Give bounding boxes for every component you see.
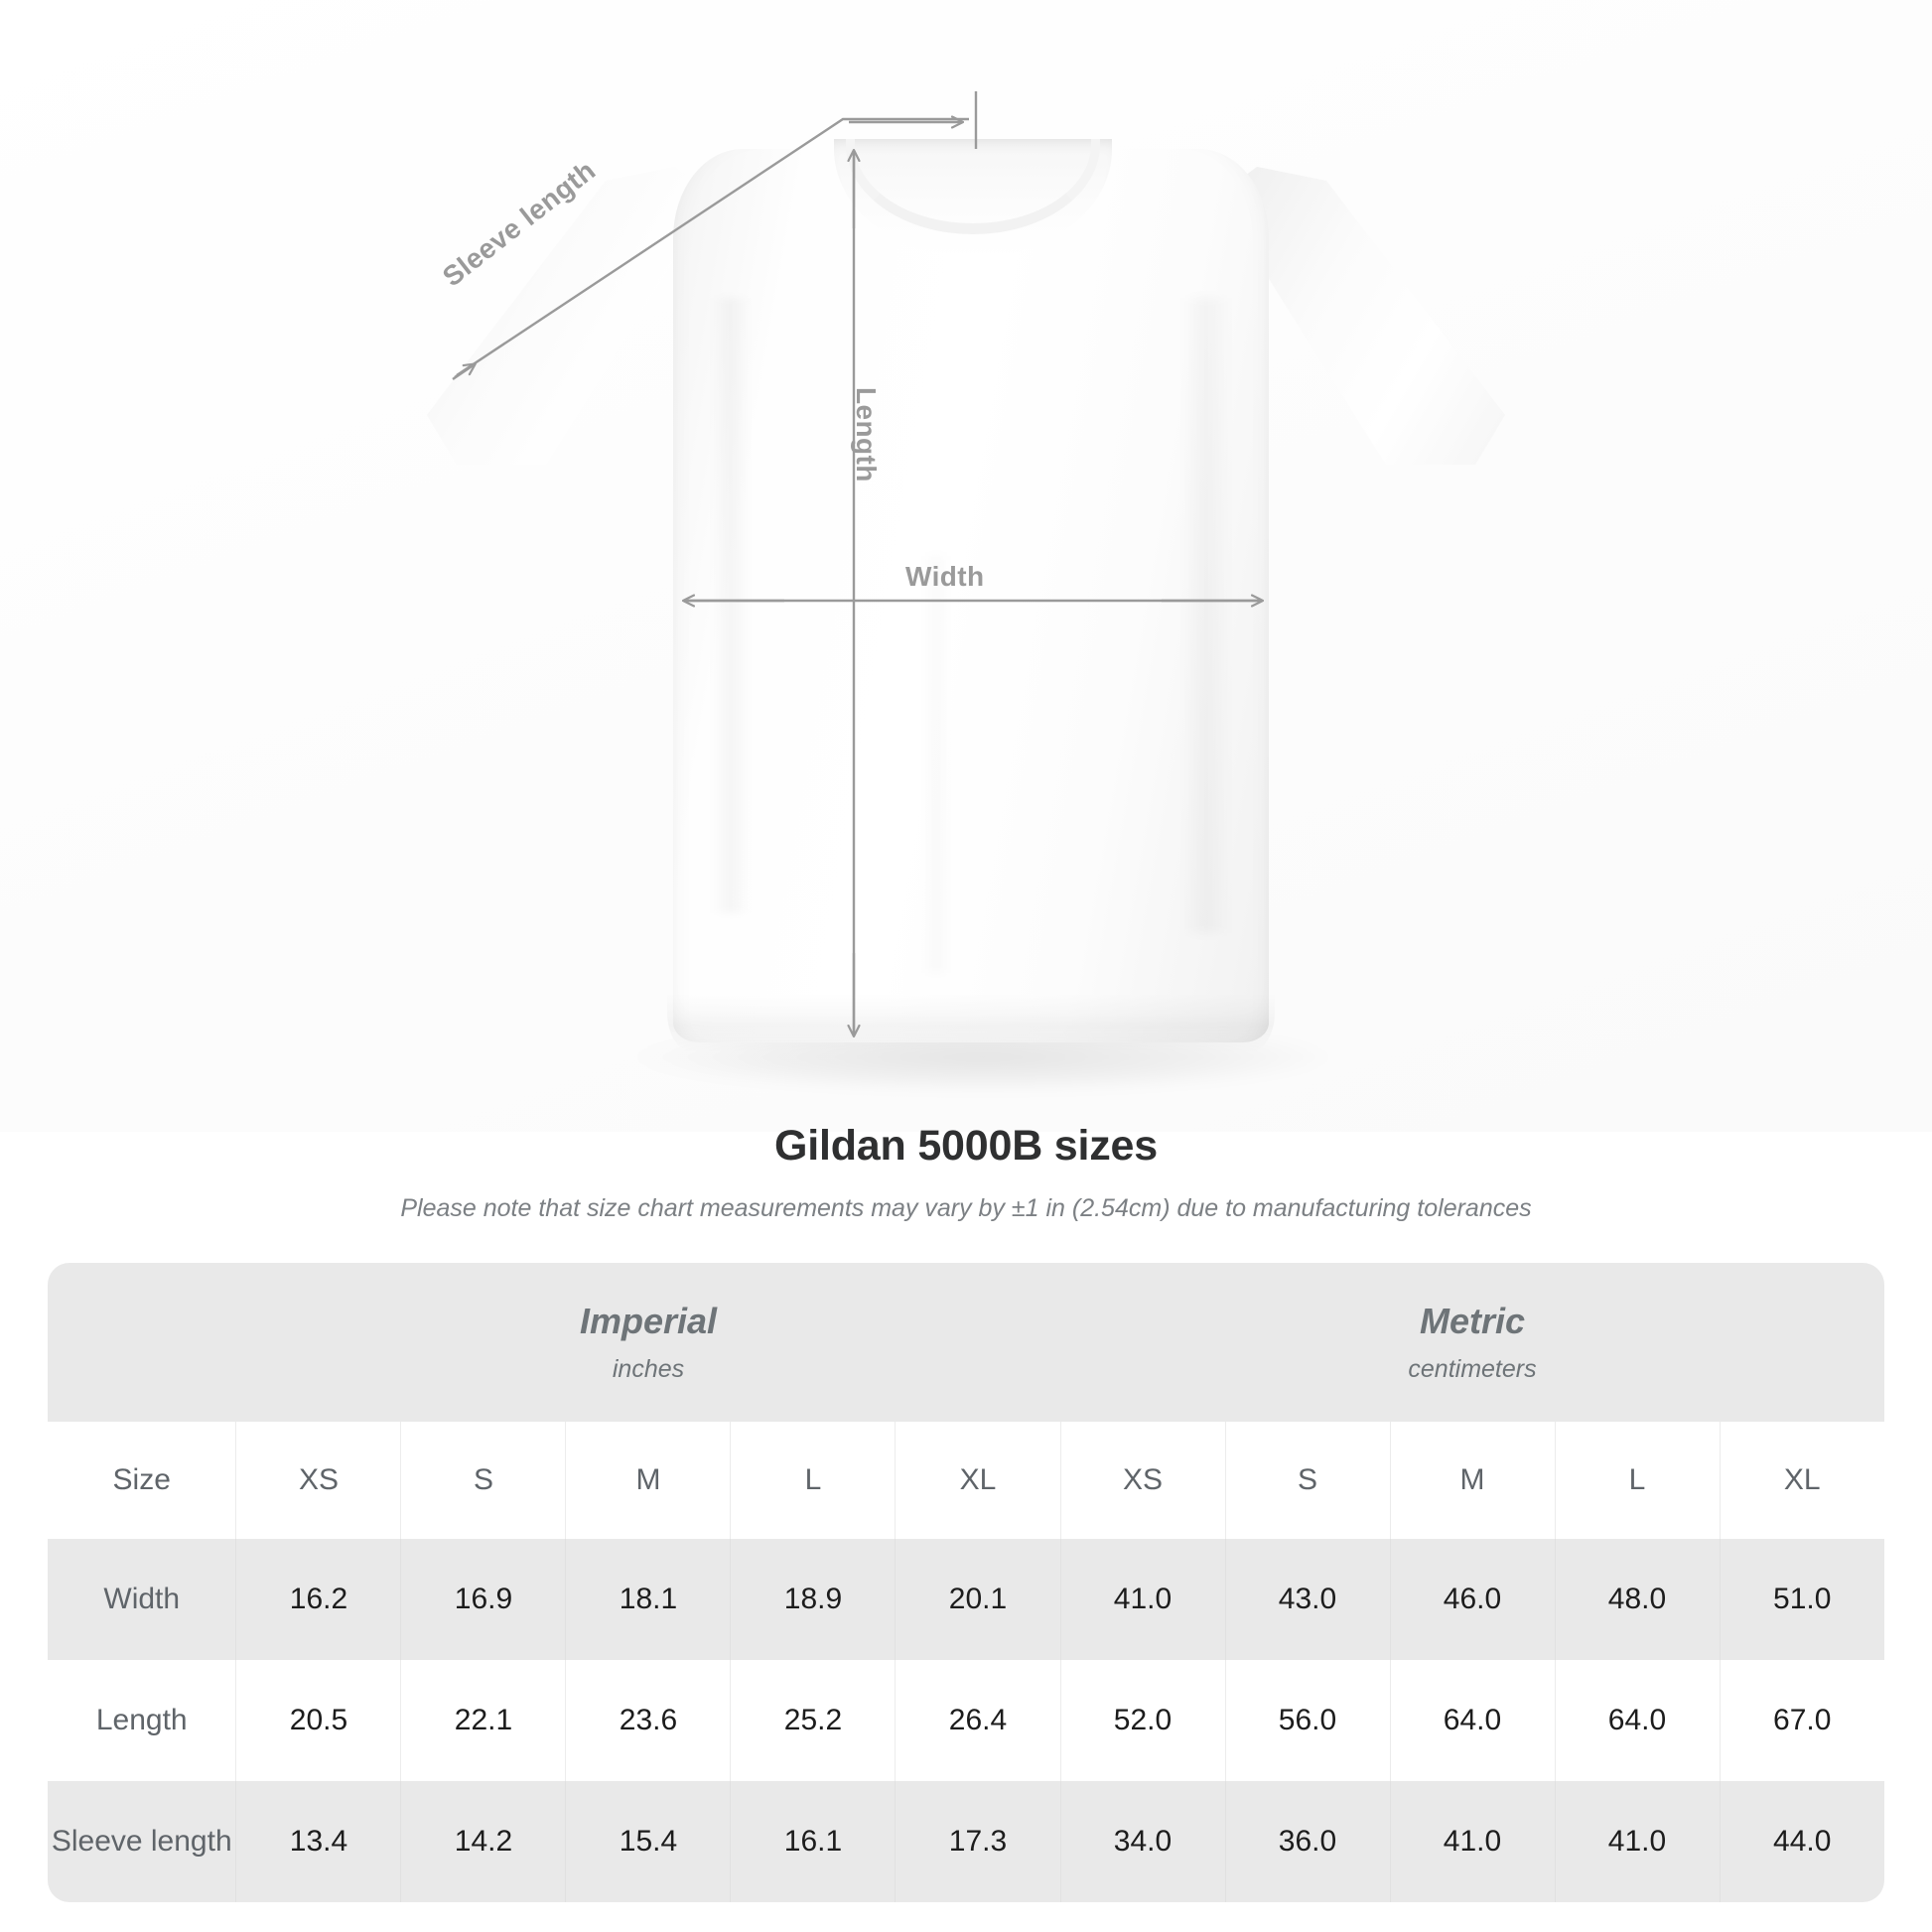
row-label: Width [47, 1539, 237, 1660]
size-header-cell: S [1225, 1422, 1391, 1539]
measurement-cell: 36.0 [1225, 1781, 1391, 1902]
group-header-spacer [47, 1263, 236, 1422]
width-label: Width [905, 561, 985, 592]
measurement-cell: 46.0 [1390, 1539, 1556, 1660]
table-row: Sleeve length 13.4 14.2 15.4 16.1 17.3 34.0 36.… [47, 1781, 1884, 1902]
size-header-cell: XS [235, 1422, 402, 1539]
measurement-cell: 16.2 [235, 1539, 402, 1660]
sleeve-length-arrow [452, 91, 978, 380]
row-label: Sleeve length [47, 1781, 237, 1902]
fabric-fold-right [1181, 298, 1231, 933]
fabric-fold-left [711, 298, 751, 913]
measurement-arrows [452, 91, 1932, 1132]
group-header-imperial: Imperial inches [235, 1263, 1060, 1422]
length-label: Length [851, 387, 882, 483]
measurement-cell: 18.1 [565, 1539, 732, 1660]
size-header-cell: M [1390, 1422, 1556, 1539]
group-unit: centimeters [1408, 1355, 1537, 1384]
table-corner-label: Size [47, 1422, 237, 1539]
measurement-cell: 48.0 [1555, 1539, 1721, 1660]
group-name: Imperial [579, 1300, 718, 1341]
measurement-cell: 20.1 [895, 1539, 1061, 1660]
measurement-cell: 41.0 [1555, 1781, 1721, 1902]
fabric-fold-center [923, 556, 949, 973]
size-header-cell: XL [895, 1422, 1061, 1539]
measurement-cell: 41.0 [1060, 1539, 1226, 1660]
measurement-cell: 51.0 [1720, 1539, 1884, 1660]
size-chart-block: Gildan 5000B sizes Please note that size… [0, 1122, 1932, 1902]
measurement-cell: 16.1 [730, 1781, 897, 1902]
measurement-cell: 41.0 [1390, 1781, 1556, 1902]
group-header-metric: Metric centimeters [1060, 1263, 1884, 1422]
measurement-cell: 52.0 [1060, 1660, 1226, 1781]
tolerance-note: Please note that size chart measurements… [400, 1194, 1532, 1222]
measurement-cell: 17.3 [895, 1781, 1061, 1902]
table-group-header-row: Imperial inches Metric centimeters [47, 1263, 1884, 1422]
measurement-cell: 15.4 [565, 1781, 732, 1902]
size-header-cell: L [1555, 1422, 1721, 1539]
measurement-cell: 34.0 [1060, 1781, 1226, 1902]
measurement-cell: 20.5 [235, 1660, 402, 1781]
measurement-cell: 13.4 [235, 1781, 402, 1902]
measurement-cell: 25.2 [730, 1660, 897, 1781]
tshirt-body [673, 149, 1269, 1042]
row-label: Length [47, 1660, 237, 1781]
measurement-cell: 64.0 [1555, 1660, 1721, 1781]
size-header-cell: L [730, 1422, 897, 1539]
tshirt-measurement-diagram: Sleeve length Length Width [0, 0, 1932, 1132]
measurement-cell: 67.0 [1720, 1660, 1884, 1781]
measurement-cell: 26.4 [895, 1660, 1061, 1781]
measurement-cell: 43.0 [1225, 1539, 1391, 1660]
size-chart-table: Imperial inches Metric centimeters Size XS S M L… [47, 1263, 1884, 1902]
measurement-cell: 18.9 [730, 1539, 897, 1660]
measurement-cell: 22.1 [400, 1660, 567, 1781]
size-header-cell: XS [1060, 1422, 1226, 1539]
table-row: Length 20.5 22.1 23.6 25.2 26.4 52.0 56.0 64.0 64… [47, 1660, 1884, 1781]
table-size-header-row: Size XS S M L XL XS S M L XL [47, 1422, 1884, 1539]
measurement-cell: 56.0 [1225, 1660, 1391, 1781]
tshirt-hem [667, 993, 1275, 1052]
group-unit: inches [612, 1355, 685, 1384]
measurement-cell: 23.6 [565, 1660, 732, 1781]
size-header-cell: M [565, 1422, 732, 1539]
group-name: Metric [1419, 1300, 1526, 1341]
tshirt-illustration [427, 139, 1505, 1092]
size-header-cell: XL [1720, 1422, 1884, 1539]
measurement-cell: 14.2 [400, 1781, 567, 1902]
measurement-cell: 16.9 [400, 1539, 567, 1660]
measurement-cell: 44.0 [1720, 1781, 1884, 1902]
table-row: Width 16.2 16.9 18.1 18.9 20.1 41.0 43.0 46.0 48.… [47, 1539, 1884, 1660]
size-header-cell: S [400, 1422, 567, 1539]
measurement-cell: 64.0 [1390, 1660, 1556, 1781]
page-title: Gildan 5000B sizes [774, 1122, 1158, 1170]
